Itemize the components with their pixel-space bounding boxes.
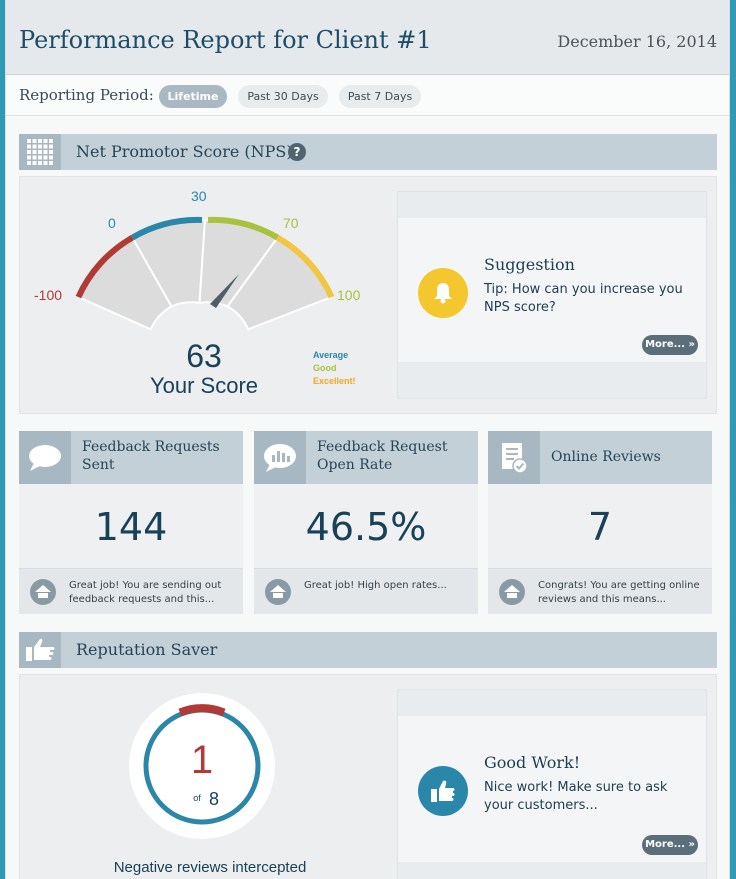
card-bottom-strip [398, 862, 706, 879]
report-date: December 16, 2014 [557, 32, 717, 51]
stat-value: 7 [587, 505, 613, 549]
good-work-card: Good Work! Nice work! Make sure to ask y… [397, 689, 707, 879]
total-of-label: of [193, 793, 201, 803]
total-count: 8 [209, 789, 219, 809]
reputation-ring: 1 of 8 Negative reviews intercepted [114, 693, 307, 876]
chart-bubble-icon [254, 431, 306, 484]
suggestion-card: Suggestion Tip: How can you increase you… [397, 191, 707, 399]
nps-section-title: Net Promotor Score (NPS) [76, 142, 293, 161]
intercepted-caption: Negative reviews intercepted [114, 859, 307, 876]
stat-title: Feedback Request Open Rate [317, 439, 448, 473]
reporting-period-label: Reporting Period: [19, 86, 154, 104]
nps-score: 63 [186, 338, 222, 374]
nps-score-caption: Your Score [150, 373, 258, 398]
stat-header: Feedback Request Open Rate [254, 431, 478, 484]
stat-value: 144 [94, 505, 168, 549]
period-7-days-button[interactable]: Past 7 Days [339, 85, 421, 108]
suggestion-more-button[interactable]: More... » [642, 335, 698, 355]
stat-card-open-rate: Feedback Request Open Rate 46.5% Great j… [254, 431, 478, 614]
nps-panel: -100 0 30 70 100 63 Your Score Average G… [19, 176, 717, 414]
document-check-icon [488, 431, 540, 484]
good-work-more-button[interactable]: More... » [642, 835, 698, 855]
stat-card-online-reviews: Online Reviews 7 Congrats! You are getti… [488, 431, 712, 614]
nps-section-header: Net Promotor Score (NPS) ? [19, 134, 717, 170]
stat-header: Feedback Requests Sent [19, 431, 243, 484]
card-top-strip [398, 192, 706, 218]
stat-footer: Great job! You are sending out feedback … [19, 568, 243, 614]
reporting-period-bar: Reporting Period: Lifetime Past 30 Days … [6, 76, 729, 116]
speech-bubble-icon [19, 431, 71, 484]
stat-footer-text: Great job! High open rates... [304, 580, 447, 591]
stat-card-feedback-sent: Feedback Requests Sent 144 Great job! Yo… [19, 431, 243, 614]
thumbs-up-hand-icon [19, 632, 61, 668]
good-work-text: Nice work! Make sure to ask your custome… [484, 780, 668, 813]
bell-icon [418, 268, 468, 318]
home-up-icon[interactable] [265, 579, 291, 605]
intercepted-count: 1 [191, 738, 213, 782]
stat-footer: Great job! High open rates... [254, 568, 478, 614]
gauge-label-100: 100 [337, 287, 361, 303]
card-top-strip [398, 690, 706, 716]
suggestion-text: Tip: How can you increase you NPS score? [484, 282, 683, 315]
legend-average: Average [313, 350, 348, 360]
ring-outer-disc [129, 693, 275, 839]
gauge-arc-average [130, 216, 203, 241]
grid-icon [19, 134, 61, 170]
page-title: Performance Report for Client #1 [19, 26, 432, 54]
good-work-title: Good Work! [484, 753, 581, 772]
nps-gauge: -100 0 30 70 100 63 Your Score Average G… [34, 188, 361, 398]
stat-footer: Congrats! You are getting online reviews… [488, 568, 712, 614]
help-icon[interactable]: ? [288, 143, 306, 161]
ring-progress-arc [178, 704, 226, 717]
suggestion-title: Suggestion [484, 255, 575, 274]
report-header: Performance Report for Client #1 Decembe… [6, 0, 729, 75]
report-frame: Performance Report for Client #1 Decembe… [5, 0, 730, 879]
reputation-section-title: Reputation Saver [76, 640, 218, 659]
card-bottom-strip [398, 362, 706, 398]
reputation-section-header: Reputation Saver [19, 632, 717, 668]
stat-title: Feedback Requests Sent [82, 439, 220, 473]
gauge-arc-good [207, 216, 280, 241]
gauge-label-minus-100: -100 [34, 287, 62, 303]
thumbs-up-icon [418, 766, 468, 816]
home-up-icon[interactable] [499, 579, 525, 605]
period-30-days-button[interactable]: Past 30 Days [238, 85, 328, 108]
home-up-icon[interactable] [30, 579, 56, 605]
stat-footer-text: Congrats! You are getting online reviews… [538, 580, 700, 605]
gauge-arc-excellent [276, 234, 335, 299]
gauge-needle [210, 274, 239, 308]
reputation-panel: 1 of 8 Negative reviews intercepted Good… [19, 674, 717, 879]
legend-excellent: Excellent! [313, 376, 356, 386]
stat-value: 46.5% [305, 505, 427, 549]
stat-title: Online Reviews [551, 449, 661, 465]
gauge-arc-poor [75, 234, 134, 299]
period-lifetime-button[interactable]: Lifetime [159, 85, 227, 108]
stat-header: Online Reviews [488, 431, 712, 484]
gauge-label-70: 70 [283, 215, 299, 231]
gauge-label-0: 0 [108, 215, 116, 231]
gauge-label-30: 30 [191, 188, 207, 204]
stat-footer-text: Great job! You are sending out feedback … [69, 580, 222, 605]
legend-good: Good [313, 363, 337, 373]
